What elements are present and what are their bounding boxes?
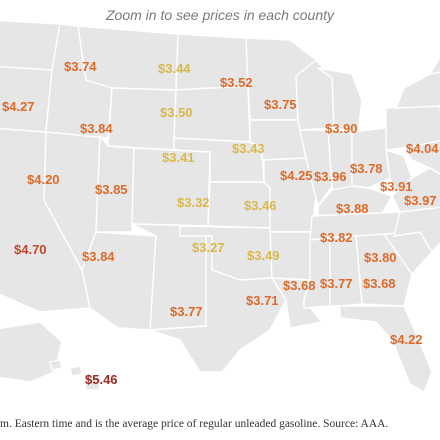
zoom-hint: Zoom in to see prices in each county <box>105 7 334 23</box>
price-label: $3.52 <box>220 75 253 90</box>
price-label: $3.41 <box>162 150 195 165</box>
state-maryland-delaware-nj[interactable] <box>403 140 440 180</box>
price-label: $3.43 <box>232 141 265 156</box>
state-hawaii-big-island[interactable] <box>83 373 101 391</box>
price-label: $3.77 <box>320 276 353 291</box>
price-label: $4.25 <box>280 168 313 183</box>
price-label: $3.84 <box>80 121 113 136</box>
state-arizona[interactable] <box>81 231 157 331</box>
state-ohio[interactable] <box>351 127 391 189</box>
state-new-york[interactable] <box>395 70 440 118</box>
price-label: $3.77 <box>170 304 203 319</box>
price-label: $3.96 <box>314 169 347 184</box>
price-label: $3.88 <box>336 201 369 216</box>
price-label: $3.49 <box>247 248 280 263</box>
price-label: $3.68 <box>363 276 396 291</box>
state-alaska[interactable] <box>0 321 63 383</box>
state-virginia[interactable] <box>391 167 440 213</box>
price-label: $4.22 <box>390 332 423 347</box>
price-label: $3.44 <box>158 61 191 76</box>
state-illinois[interactable] <box>299 129 333 207</box>
state-alabama[interactable] <box>329 235 363 307</box>
price-label: $3.85 <box>95 182 128 197</box>
state-texas[interactable] <box>149 235 287 373</box>
source-footnote: m. Eastern time and is the average price… <box>0 418 389 430</box>
price-label: $3.78 <box>350 161 383 176</box>
state-washington[interactable] <box>0 19 61 71</box>
price-label: $3.90 <box>325 121 358 136</box>
price-label: $3.27 <box>192 240 225 255</box>
price-label: $3.82 <box>320 230 353 245</box>
price-label: $3.68 <box>283 278 316 293</box>
price-label: $3.71 <box>246 293 279 308</box>
price-label: $3.50 <box>160 105 193 120</box>
price-label: $4.27 <box>2 99 35 114</box>
price-label: $4.20 <box>27 172 60 187</box>
state-hawaii-oahu[interactable] <box>49 359 63 371</box>
price-label: $3.97 <box>404 193 437 208</box>
state-georgia[interactable] <box>355 233 413 307</box>
price-label: $3.91 <box>380 179 413 194</box>
price-label: $3.84 <box>82 249 115 264</box>
price-label: $3.80 <box>364 250 397 265</box>
price-label: $4.04 <box>406 141 439 156</box>
state-montana[interactable] <box>77 25 179 91</box>
state-florida[interactable] <box>339 305 433 393</box>
price-label: $3.32 <box>177 195 210 210</box>
price-label: $3.75 <box>264 97 297 112</box>
price-label: $5.46 <box>85 372 118 387</box>
state-new-england[interactable] <box>429 40 440 75</box>
price-label: $3.74 <box>64 59 97 74</box>
price-label: $3.46 <box>244 198 277 213</box>
state-hawaii-maui[interactable] <box>69 365 83 377</box>
price-label: $4.70 <box>14 242 47 257</box>
state-pennsylvania[interactable] <box>385 105 440 151</box>
